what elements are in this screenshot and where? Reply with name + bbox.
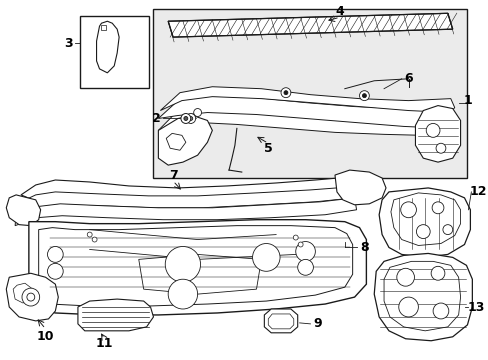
Circle shape [181,113,190,123]
Circle shape [416,225,429,239]
Circle shape [87,232,92,237]
Text: 2: 2 [152,112,161,125]
Polygon shape [415,105,460,162]
Circle shape [295,242,315,261]
Polygon shape [158,109,457,135]
Circle shape [281,88,290,98]
Text: 3: 3 [63,37,72,50]
Circle shape [359,91,368,100]
Circle shape [435,143,445,153]
Circle shape [252,243,280,271]
Polygon shape [29,220,366,315]
Bar [80,16,148,88]
Polygon shape [102,25,106,30]
Polygon shape [39,226,352,306]
Polygon shape [390,193,460,246]
Text: 13: 13 [467,301,484,314]
Polygon shape [6,195,41,226]
Polygon shape [96,21,119,73]
Text: 5: 5 [264,142,272,155]
Circle shape [297,260,313,275]
Polygon shape [15,198,356,226]
Circle shape [400,202,416,218]
Polygon shape [268,314,293,329]
Circle shape [298,242,303,247]
Circle shape [426,123,439,137]
Circle shape [396,268,414,286]
Circle shape [27,293,35,301]
Polygon shape [6,273,58,321]
Text: 12: 12 [468,185,486,198]
Circle shape [22,288,40,306]
Polygon shape [264,309,297,333]
Bar [153,9,467,178]
Text: 11: 11 [96,337,113,350]
Circle shape [183,117,187,121]
Circle shape [47,247,63,262]
Circle shape [165,247,200,282]
Polygon shape [378,188,469,257]
Circle shape [293,235,298,240]
Text: 1: 1 [463,94,472,107]
Circle shape [47,264,63,279]
Polygon shape [13,283,33,303]
Circle shape [362,94,366,98]
Text: 7: 7 [168,168,177,181]
Circle shape [193,109,201,117]
Circle shape [431,202,443,214]
Circle shape [432,303,448,319]
Polygon shape [139,255,261,294]
Circle shape [168,279,197,309]
Circle shape [103,45,111,53]
Text: 9: 9 [312,318,321,330]
Polygon shape [334,170,385,205]
Circle shape [398,297,418,317]
Circle shape [284,91,287,95]
Circle shape [442,225,452,235]
Polygon shape [383,261,460,331]
Polygon shape [168,13,452,37]
Polygon shape [158,96,452,129]
Polygon shape [19,187,354,216]
Polygon shape [373,253,471,341]
Polygon shape [166,133,185,150]
Text: 6: 6 [404,72,412,85]
Polygon shape [160,87,454,113]
Circle shape [430,266,444,280]
Text: 4: 4 [335,5,344,18]
Text: 8: 8 [359,241,368,254]
Circle shape [185,113,195,123]
Polygon shape [78,299,153,331]
Polygon shape [158,116,212,165]
Text: 10: 10 [37,330,54,343]
Polygon shape [21,177,352,200]
Circle shape [92,237,97,242]
Circle shape [188,117,192,121]
